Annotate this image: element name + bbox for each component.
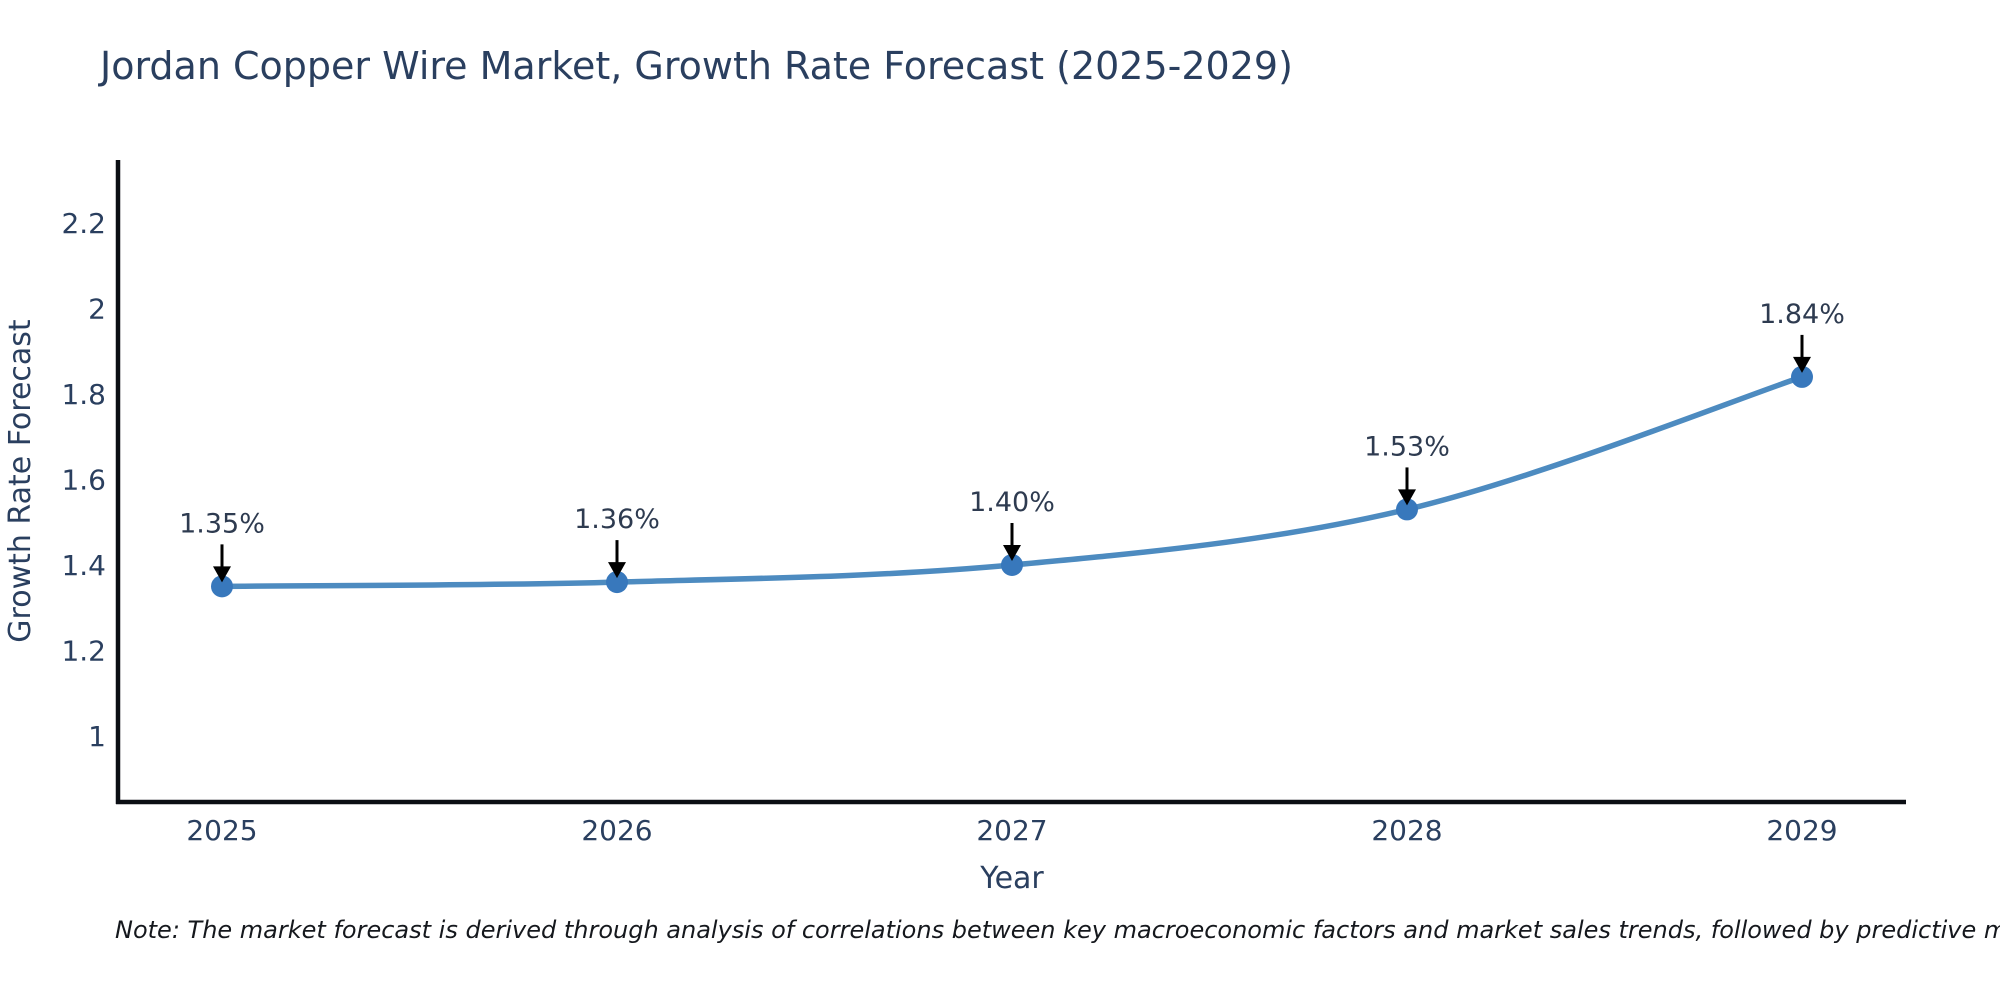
y-tick-label: 2 bbox=[88, 293, 106, 326]
x-tick-label: 2025 bbox=[186, 814, 257, 847]
y-tick-label: 2.2 bbox=[61, 207, 106, 240]
y-tick-label: 1.8 bbox=[61, 378, 106, 411]
y-tick-label: 1 bbox=[88, 720, 106, 753]
annotation-arrow-head bbox=[1398, 489, 1416, 506]
data-point-label: 1.36% bbox=[574, 504, 660, 535]
annotation-arrow-head bbox=[1793, 356, 1811, 373]
x-tick-label: 2028 bbox=[1371, 814, 1442, 847]
y-tick-label: 1.2 bbox=[61, 635, 106, 668]
x-axis-title: Year bbox=[979, 861, 1044, 896]
annotation-arrow-head bbox=[213, 566, 231, 583]
data-point-2027 bbox=[1001, 554, 1023, 576]
y-tick-label: 1.6 bbox=[61, 464, 106, 497]
chart-title: Jordan Copper Wire Market, Growth Rate F… bbox=[100, 44, 1293, 88]
x-tick-label: 2027 bbox=[976, 814, 1047, 847]
data-point-2029 bbox=[1791, 365, 1813, 388]
x-tick-label: 2029 bbox=[1766, 814, 1837, 847]
data-point-label: 1.84% bbox=[1759, 299, 1845, 330]
annotation-arrow-head bbox=[1003, 545, 1021, 561]
y-axis-title: Growth Rate Forecast bbox=[3, 319, 38, 643]
annotation-arrow-head bbox=[608, 562, 626, 579]
y-tick-label: 1.4 bbox=[61, 549, 106, 582]
data-point-label: 1.40% bbox=[969, 487, 1055, 518]
data-point-label: 1.35% bbox=[179, 508, 265, 539]
x-tick-label: 2026 bbox=[581, 814, 652, 847]
methodology-note: Note: The market forecast is derived thr… bbox=[115, 916, 2000, 944]
data-point-2026 bbox=[606, 571, 628, 594]
data-point-label: 1.53% bbox=[1364, 431, 1450, 462]
data-point-2028 bbox=[1396, 498, 1418, 521]
data-point-2025 bbox=[211, 575, 233, 598]
